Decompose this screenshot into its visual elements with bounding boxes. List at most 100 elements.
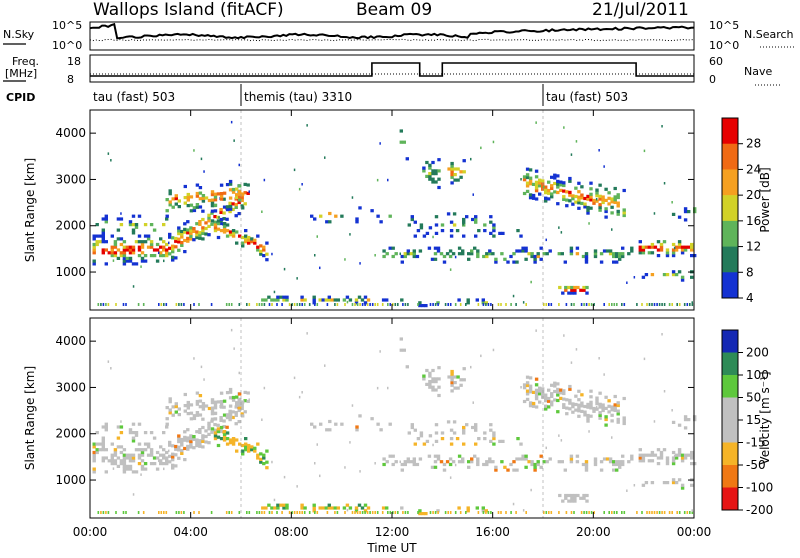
velocity-cell <box>137 456 142 460</box>
velocity-cell <box>112 467 115 470</box>
velocity-cell <box>183 430 187 434</box>
power-cell <box>432 303 434 306</box>
power-cell <box>137 248 142 252</box>
power-cell <box>293 303 296 306</box>
velocity-cell <box>268 511 271 514</box>
velocity-cell <box>399 337 403 341</box>
velocity-cell <box>661 511 663 514</box>
power-cell <box>440 223 445 227</box>
velocity-cell <box>573 496 577 500</box>
velocity-cell <box>195 391 200 395</box>
velocity-cell <box>492 348 495 352</box>
velocity-cell <box>195 413 200 417</box>
power-cell <box>165 198 169 202</box>
velocity-cell <box>589 395 593 399</box>
power-cell <box>183 201 187 205</box>
power-cell <box>588 303 590 306</box>
power-cell <box>225 303 228 306</box>
velocity-cell <box>482 462 486 467</box>
power-cell <box>134 225 139 229</box>
power-cell <box>450 164 454 168</box>
power-cell <box>484 301 488 305</box>
velocity-cell <box>370 417 374 421</box>
power-cell <box>459 175 463 179</box>
power-cell <box>448 254 453 259</box>
velocity-cell <box>101 442 105 446</box>
power-cell <box>598 208 602 212</box>
velocity-cell <box>371 511 374 514</box>
velocity-cell <box>550 403 554 407</box>
colorbar-segment <box>722 118 738 145</box>
power-cell <box>101 240 105 244</box>
power-cell <box>195 205 200 209</box>
power-cell <box>168 232 172 236</box>
power-cell <box>219 217 224 222</box>
power-cell <box>483 229 487 233</box>
power-cell <box>228 182 233 186</box>
power-cell <box>465 215 469 219</box>
velocity-cell <box>613 394 617 399</box>
power-cell <box>690 248 694 252</box>
velocity-cell <box>131 470 136 474</box>
power-cell <box>235 195 239 200</box>
power-cell <box>348 298 353 302</box>
velocity-cell <box>165 425 169 429</box>
velocity-cell <box>531 390 536 394</box>
power-cell <box>183 238 187 243</box>
power-cell <box>691 301 693 304</box>
velocity-cell <box>487 511 490 514</box>
power-cell <box>125 248 130 252</box>
power-cell <box>128 245 133 249</box>
power-cell <box>95 234 99 238</box>
power-cell <box>481 298 485 302</box>
colorbar-segment <box>722 195 738 222</box>
power-cell <box>168 235 172 239</box>
velocity-cell <box>520 386 522 389</box>
power-cell <box>454 303 457 306</box>
velocity-cell <box>512 502 515 506</box>
velocity-cell <box>680 483 685 487</box>
velocity-cell <box>186 447 190 451</box>
power-cell <box>693 207 697 211</box>
power-cell <box>454 255 457 259</box>
velocity-cell <box>312 503 316 507</box>
station-title: Wallops Island (fitACF) <box>93 0 284 20</box>
power-cell <box>564 285 568 290</box>
velocity-cell <box>228 396 233 400</box>
colorbar-segment <box>722 143 738 170</box>
power-cell <box>298 303 301 306</box>
velocity-cell <box>340 422 344 426</box>
velocity-cell <box>140 473 142 476</box>
velocity-cell <box>407 431 411 435</box>
velocity-cell <box>313 425 317 429</box>
power-cell <box>558 303 560 306</box>
velocity-cell <box>92 470 96 474</box>
power-cell <box>542 252 546 256</box>
velocity-cell <box>536 460 540 464</box>
velocity-cell <box>450 389 454 393</box>
velocity-cell <box>518 457 522 461</box>
power-cell <box>110 248 114 252</box>
power-cell <box>473 246 477 250</box>
velocity-cell <box>178 511 180 514</box>
power-cell <box>210 211 214 215</box>
velocity-cell <box>562 389 566 393</box>
power-cell <box>374 303 376 306</box>
power-cell <box>165 209 169 213</box>
velocity-cell <box>577 414 581 418</box>
velocity-cell <box>262 453 266 457</box>
velocity-cell <box>630 454 634 458</box>
power-cell <box>200 157 203 161</box>
power-cell <box>534 180 539 184</box>
velocity-cell <box>498 439 502 443</box>
velocity-cell <box>97 511 100 514</box>
velocity-cell <box>356 511 359 514</box>
velocity-cell <box>433 460 438 464</box>
power-cell <box>574 194 578 199</box>
velocity-cell <box>671 511 673 514</box>
velocity-cell <box>488 460 492 464</box>
power-cell <box>158 251 160 255</box>
velocity-cell <box>234 411 238 415</box>
velocity-cell <box>497 511 500 514</box>
